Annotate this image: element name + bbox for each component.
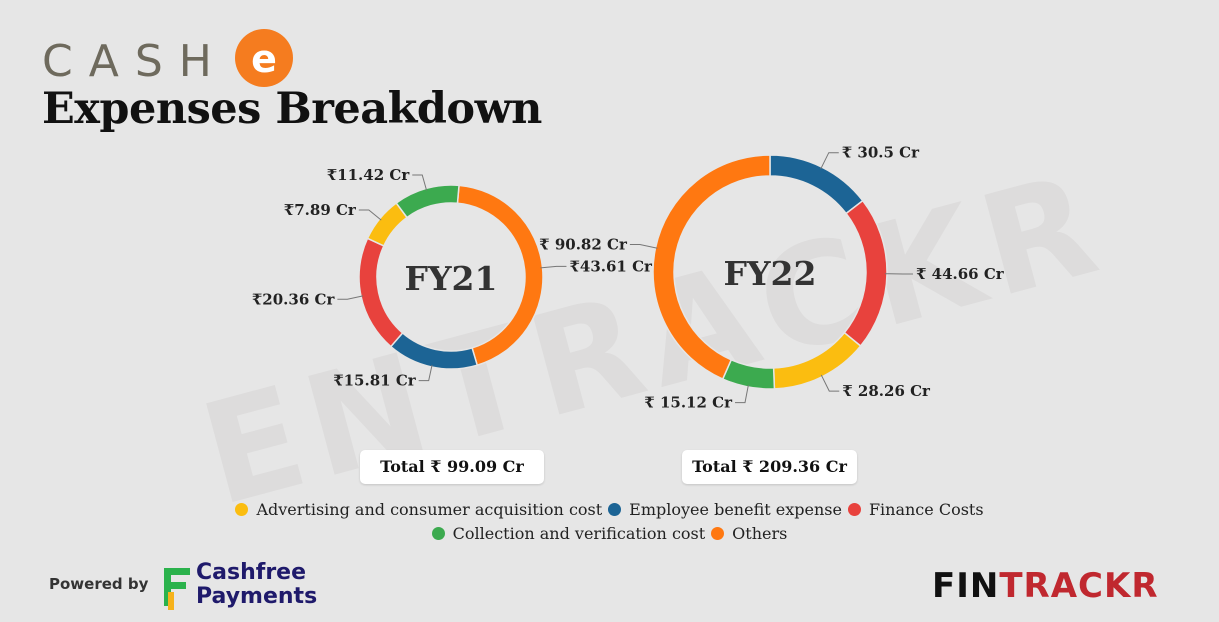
fintrackr-logo-trackr: TRACKR (999, 566, 1159, 606)
donut-fy22-leader-collection-and-verification-cost (735, 384, 749, 404)
cashfree-name: Cashfree Payments (196, 561, 317, 609)
donut-fy21-slice-collection-and-verification-cost (395, 184, 460, 219)
legend-row-2: Collection and verification cost Others (0, 524, 1219, 543)
donut-fy22-label-advertising-and-consumer-acquisition-cost: ₹ 28.26 Cr (842, 382, 931, 400)
donut-fy21-leader-employee-benefit-expense (418, 364, 433, 382)
donut-fy21-label-advertising-and-consumer-acquisition-cost: ₹7.89 Cr (284, 201, 357, 219)
donut-fy22-slice-employee-benefit-expense (769, 154, 864, 215)
legend-dot-others (711, 527, 725, 540)
legend-item-collection: Collection and verification cost (431, 524, 706, 543)
donut-fy22-label-others: ₹ 90.82 Cr (539, 236, 628, 254)
cashfree-name-line2: Payments (196, 584, 318, 609)
legend-dot-advertising (235, 503, 249, 516)
cashfree-icon-green (164, 568, 190, 606)
donut-fy22-slice-others (652, 154, 771, 381)
donut-fy21-leader-collection-and-verification-cost (412, 174, 428, 191)
total-fy22-box: Total ₹ 209.36 Cr (682, 450, 857, 484)
cashe-logo: CASH e (42, 29, 293, 87)
brand-name: CASH (42, 36, 228, 87)
cashfree-icon-yellow (168, 592, 174, 610)
legend-item-finance: Finance Costs (847, 500, 984, 519)
legend-label-others: Others (732, 524, 788, 543)
total-fy21-box: Total ₹ 99.09 Cr (360, 450, 544, 484)
legend-label-employee: Employee benefit expense (629, 500, 842, 519)
legend-label-finance: Finance Costs (868, 500, 984, 519)
legend-item-advertising: Advertising and consumer acquisition cos… (235, 500, 602, 519)
donut-fy21-center-label: FY21 (405, 259, 498, 298)
donut-fy21-leader-others (540, 265, 567, 269)
donut-fy21-leader-finance-costs (337, 295, 364, 300)
legend-row-1: Advertising and consumer acquisition cos… (0, 500, 1219, 519)
donut-fy21-label-finance-costs: ₹20.36 Cr (252, 290, 336, 308)
donut-fy22-slice-finance-costs (843, 199, 888, 348)
legend-dot-finance (847, 503, 861, 516)
legend-item-employee: Employee benefit expense (608, 500, 842, 519)
donut-fy22-label-finance-costs: ₹ 44.66 Cr (916, 265, 1005, 283)
donut-fy22-leader-employee-benefit-expense (820, 152, 839, 170)
brand-badge-circle (235, 29, 293, 87)
brand-badge-letter: e (251, 37, 277, 81)
fintrackr-logo: FINTRACKR (932, 566, 1159, 606)
donut-fy22-slice-collection-and-verification-cost (721, 358, 776, 390)
donut-fy21-label-employee-benefit-expense: ₹15.81 Cr (333, 372, 417, 390)
donut-fy22-center-label: FY22 (724, 254, 817, 293)
powered-by-label: Powered by (49, 575, 149, 593)
legend-item-others: Others (711, 524, 787, 543)
donut-fy21-slice-employee-benefit-expense (389, 331, 479, 370)
donut-fy22-leader-others (629, 244, 658, 249)
fintrackr-logo-fin: FIN (932, 566, 1000, 606)
legend-label-collection: Collection and verification cost (452, 524, 706, 543)
donut-fy21-slice-finance-costs (358, 237, 404, 348)
donut-fy22-label-employee-benefit-expense: ₹ 30.5 Cr (842, 144, 920, 162)
legend-label-advertising: Advertising and consumer acquisition cos… (256, 500, 603, 519)
donut-fy21-label-collection-and-verification-cost: ₹11.42 Cr (327, 166, 411, 184)
legend-dot-collection (431, 527, 445, 540)
donut-fy22-label-collection-and-verification-cost: ₹ 15.12 Cr (644, 394, 733, 412)
cashfree-icon (164, 568, 190, 610)
donut-fy22-leader-advertising-and-consumer-acquisition-cost (820, 374, 840, 392)
donut-fy22-slice-advertising-and-consumer-acquisition-cost (772, 331, 862, 390)
legend-dot-employee (608, 503, 622, 516)
donut-fy21-leader-advertising-and-consumer-acquisition-cost (358, 209, 382, 221)
page-title: Expenses Breakdown (42, 84, 542, 134)
cashfree-name-line1: Cashfree (196, 560, 307, 585)
donut-fy21-label-others: ₹43.61 Cr (569, 257, 653, 275)
